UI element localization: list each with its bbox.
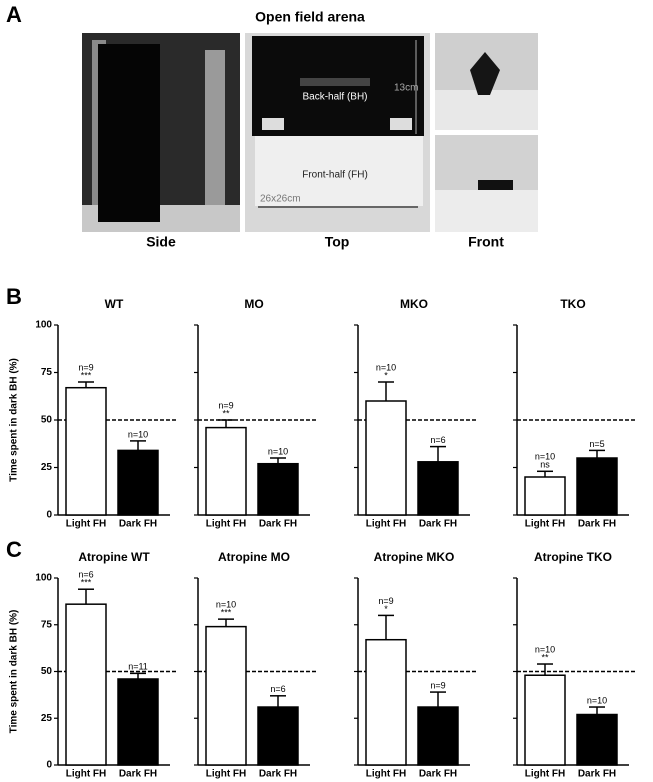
x-tick-label: Light FH bbox=[366, 769, 407, 780]
chart-title: WT bbox=[105, 297, 124, 311]
bar bbox=[417, 706, 459, 766]
annotation: n=10 bbox=[376, 362, 396, 372]
x-tick-label: Light FH bbox=[66, 519, 107, 530]
photo-text: Back-half (BH) bbox=[302, 92, 367, 103]
bar bbox=[65, 603, 107, 766]
y-tick-label: 75 bbox=[41, 619, 53, 630]
annotation: *** bbox=[81, 370, 92, 380]
chart-title: Atropine MKO bbox=[374, 550, 455, 564]
y-axis-label: Time spent in dark BH (%) bbox=[9, 610, 20, 734]
annotation: ** bbox=[541, 652, 549, 662]
x-tick-label: Dark FH bbox=[119, 519, 157, 530]
y-tick-label: 0 bbox=[46, 510, 52, 521]
annotation: n=10 bbox=[535, 452, 555, 462]
y-tick-label: 0 bbox=[46, 760, 52, 771]
panel-letter: B bbox=[6, 284, 22, 309]
y-axis-label: Time spent in dark BH (%) bbox=[9, 358, 20, 482]
x-tick-label: Light FH bbox=[366, 519, 407, 530]
chart-title: Atropine WT bbox=[78, 550, 150, 564]
photo-text: Front-half (FH) bbox=[302, 170, 368, 181]
y-tick-label: 50 bbox=[41, 415, 53, 426]
annotation: n=10 bbox=[128, 429, 148, 439]
annotation: *** bbox=[221, 608, 232, 618]
bar bbox=[117, 678, 159, 766]
chart-title: TKO bbox=[560, 297, 585, 311]
x-tick-label: Light FH bbox=[525, 769, 566, 780]
bar bbox=[257, 706, 299, 766]
bar bbox=[576, 713, 618, 766]
x-tick-label: Light FH bbox=[206, 519, 247, 530]
chart-title: MO bbox=[244, 297, 263, 311]
annotation: n=11 bbox=[128, 662, 148, 672]
bar bbox=[524, 674, 566, 766]
y-tick-label: 75 bbox=[41, 367, 53, 378]
bar bbox=[65, 386, 107, 516]
y-tick-label: 25 bbox=[41, 713, 53, 724]
y-tick-label: 100 bbox=[35, 573, 52, 584]
bar bbox=[257, 462, 299, 516]
bar bbox=[365, 638, 407, 766]
annotation: n=5 bbox=[589, 439, 604, 449]
panel-title: Open field arena bbox=[255, 9, 365, 25]
annotation: *** bbox=[81, 578, 92, 588]
x-tick-label: Dark FH bbox=[259, 519, 297, 530]
x-tick-label: Light FH bbox=[66, 769, 107, 780]
panel-letter: A bbox=[6, 2, 22, 27]
annotation: n=9 bbox=[378, 596, 393, 606]
annotation: n=10 bbox=[216, 600, 236, 610]
y-tick-label: 50 bbox=[41, 666, 53, 677]
bar bbox=[417, 461, 459, 516]
x-tick-label: Light FH bbox=[206, 769, 247, 780]
annotation: n=9 bbox=[78, 362, 93, 372]
annotation: n=10 bbox=[535, 644, 555, 654]
annotation: n=6 bbox=[270, 684, 285, 694]
bar bbox=[524, 476, 566, 516]
annotation: n=10 bbox=[268, 446, 288, 456]
x-tick-label: Dark FH bbox=[419, 769, 457, 780]
annotation: * bbox=[384, 604, 388, 614]
chart-title: Atropine MO bbox=[218, 550, 290, 564]
bar bbox=[205, 426, 247, 516]
annotation: n=10 bbox=[587, 695, 607, 705]
y-tick-label: 100 bbox=[35, 320, 52, 331]
photo-text: 26x26cm bbox=[260, 194, 301, 205]
photo-label: Top bbox=[325, 234, 350, 250]
chart-title: Atropine TKO bbox=[534, 550, 612, 564]
photo-label: Side bbox=[146, 234, 176, 250]
annotation: n=9 bbox=[218, 400, 233, 410]
x-tick-label: Dark FH bbox=[578, 519, 616, 530]
photo-label: Front bbox=[468, 234, 504, 250]
annotation: * bbox=[384, 370, 388, 380]
panel-letter: C bbox=[6, 537, 22, 562]
annotation: n=6 bbox=[78, 570, 93, 580]
bar bbox=[365, 400, 407, 516]
bar bbox=[576, 457, 618, 516]
annotation: ** bbox=[222, 408, 230, 418]
photo-top: Back-half (BH) 13cm Front-half (FH) 26x2… bbox=[245, 33, 430, 232]
bar bbox=[117, 449, 159, 516]
annotation: n=6 bbox=[430, 435, 445, 445]
photo-text: 13cm bbox=[394, 83, 418, 94]
bar bbox=[205, 625, 247, 766]
y-tick-label: 25 bbox=[41, 462, 53, 473]
x-tick-label: Dark FH bbox=[119, 769, 157, 780]
x-tick-label: Dark FH bbox=[259, 769, 297, 780]
photo-side bbox=[82, 33, 240, 232]
annotation: n=9 bbox=[430, 680, 445, 690]
x-tick-label: Dark FH bbox=[578, 769, 616, 780]
x-tick-label: Light FH bbox=[525, 519, 566, 530]
x-tick-label: Dark FH bbox=[419, 519, 457, 530]
chart-title: MKO bbox=[400, 297, 428, 311]
annotation: ns bbox=[540, 460, 550, 470]
photo-front bbox=[435, 33, 538, 232]
